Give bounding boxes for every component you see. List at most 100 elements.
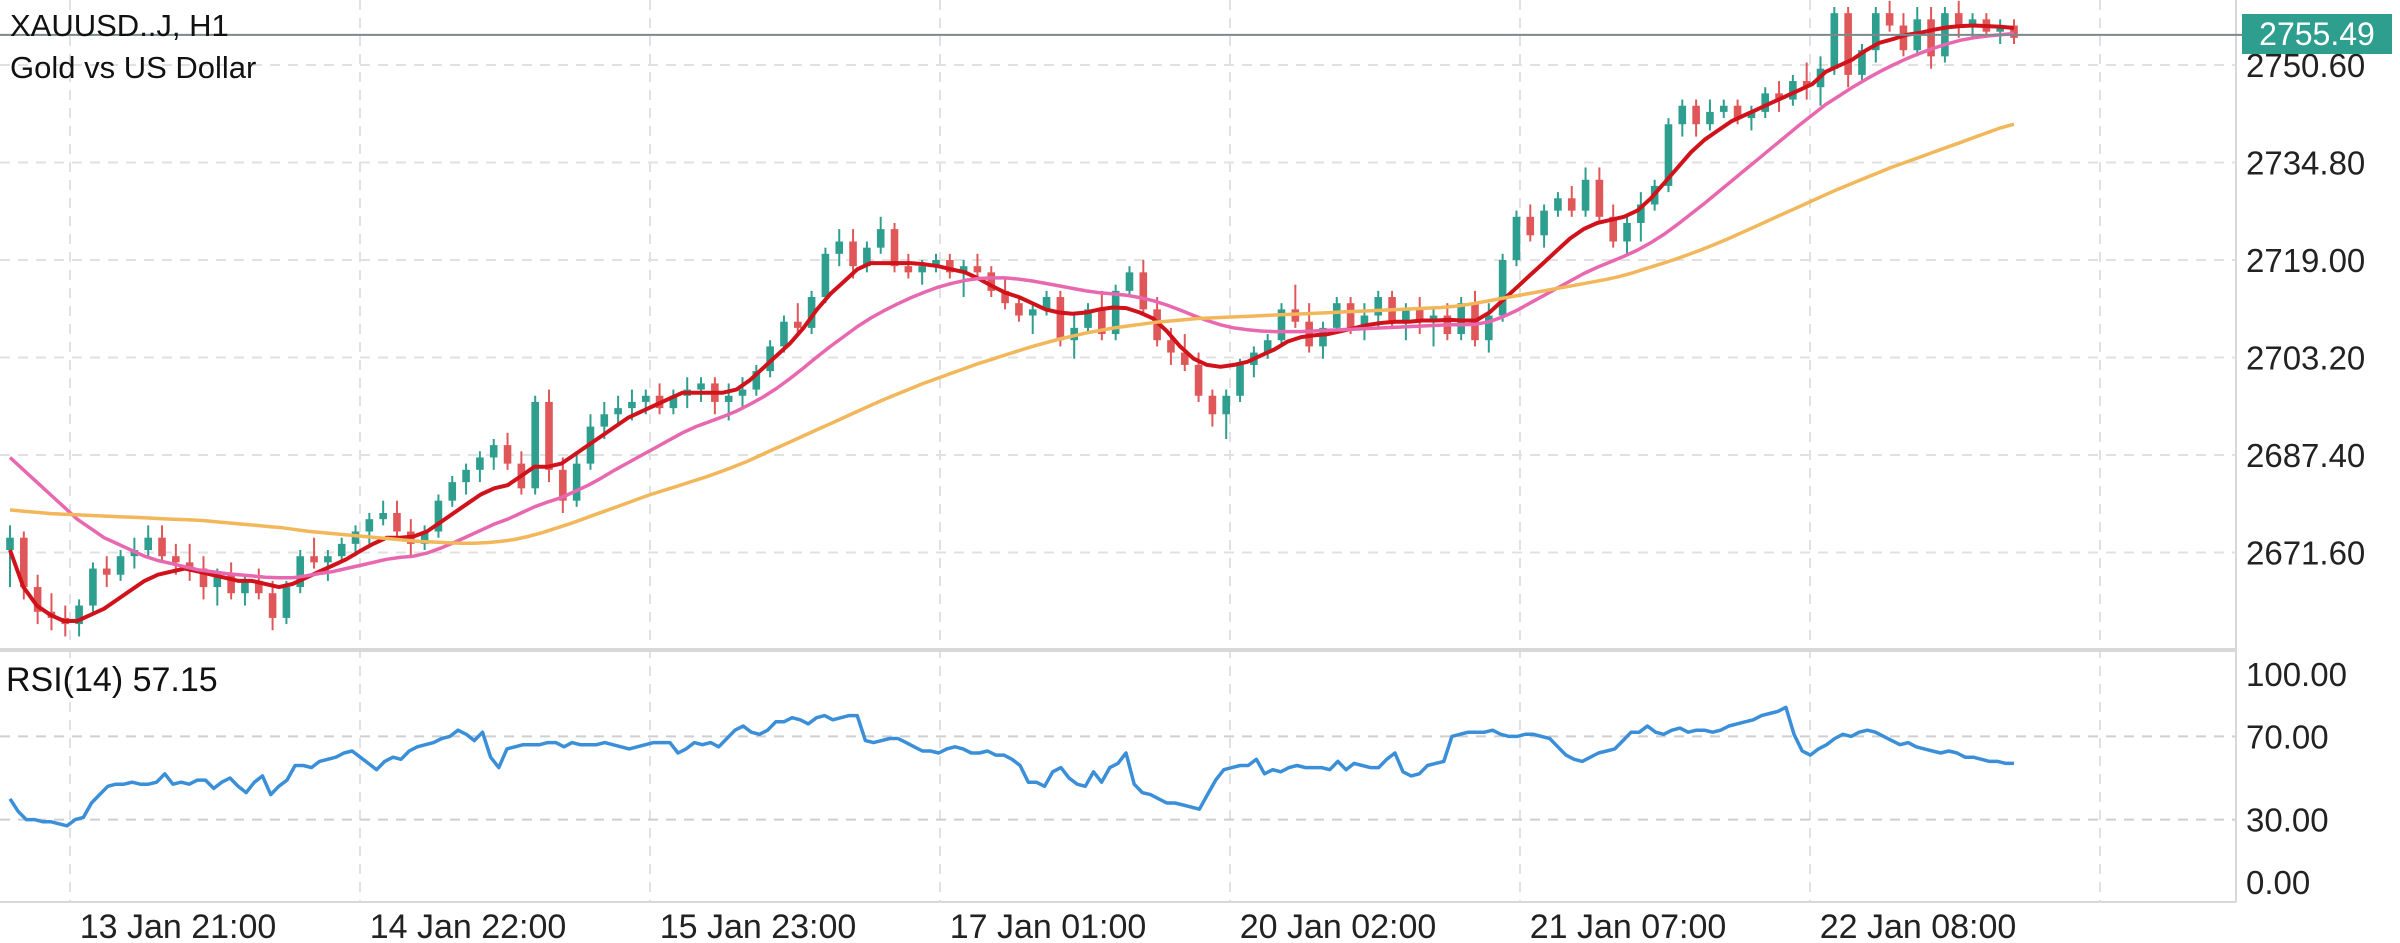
candle-bull bbox=[1263, 340, 1272, 353]
candle-bull bbox=[821, 253, 830, 298]
time-tick-label: 20 Jan 02:00 bbox=[1240, 908, 1437, 943]
candle-bull bbox=[1858, 50, 1866, 75]
candle-bull bbox=[1719, 105, 1728, 112]
candle-bear bbox=[890, 229, 899, 267]
rsi-tick-label: 100.00 bbox=[2246, 656, 2347, 693]
candle-bull bbox=[144, 537, 153, 551]
candle-bull bbox=[324, 556, 332, 563]
symbol-description: Gold vs US Dollar bbox=[10, 50, 257, 85]
candle-bull bbox=[807, 297, 816, 328]
candle-bull bbox=[1277, 309, 1286, 341]
candle-bear bbox=[268, 593, 277, 618]
candle-bear bbox=[20, 537, 28, 588]
rsi-label: RSI(14) 57.15 bbox=[6, 661, 218, 699]
main-plot-area[interactable] bbox=[0, 0, 2244, 637]
candle-bear bbox=[158, 537, 166, 557]
candle-bull bbox=[1084, 309, 1092, 328]
time-tick-label: 17 Jan 01:00 bbox=[950, 908, 1147, 943]
symbol-title: XAUUSD..J, H1 bbox=[10, 8, 229, 43]
candle-bull bbox=[1540, 210, 1548, 236]
candle-bear bbox=[1098, 309, 1106, 335]
candle-bull bbox=[1871, 13, 1880, 51]
candle-bull bbox=[1512, 216, 1521, 260]
candle-bull bbox=[6, 537, 14, 551]
candle-bear bbox=[973, 266, 982, 273]
candle-bear bbox=[1208, 395, 1217, 415]
candle-bear bbox=[559, 469, 567, 501]
time-tick-label: 14 Jan 22:00 bbox=[370, 908, 567, 943]
grid-layer bbox=[0, 0, 2237, 903]
candle-bear bbox=[1015, 303, 1023, 316]
price-tick-label: 2734.80 bbox=[2246, 145, 2365, 182]
time-tick-label: 13 Jan 21:00 bbox=[80, 908, 277, 943]
candle-bull bbox=[1554, 198, 1562, 211]
price-axis: 2750.602734.802719.002703.202687.402671.… bbox=[2246, 47, 2365, 901]
candle-bull bbox=[351, 531, 360, 544]
price-tick-label: 2687.40 bbox=[2246, 437, 2365, 474]
candle-bear bbox=[1802, 81, 1811, 88]
candle-bull bbox=[116, 556, 125, 575]
candle-bear bbox=[1692, 105, 1700, 125]
candle-bear bbox=[1927, 19, 1935, 57]
candle-bull bbox=[365, 519, 374, 532]
rsi-tick-label: 0.00 bbox=[2246, 864, 2310, 901]
moving-average-line-ma-fast bbox=[8, 23, 2015, 623]
candle-bear bbox=[1733, 105, 1742, 119]
candle-bull bbox=[1319, 327, 1327, 347]
candle-bull bbox=[1706, 111, 1714, 125]
price-tick-label: 2703.20 bbox=[2246, 340, 2365, 377]
candle-bull bbox=[932, 260, 940, 267]
rsi-line bbox=[8, 705, 2014, 828]
candle-bull bbox=[1332, 303, 1341, 328]
candle-bull bbox=[476, 457, 484, 470]
candle-bull bbox=[434, 500, 443, 532]
candle-bear bbox=[393, 513, 401, 532]
candle-bull bbox=[489, 445, 498, 458]
candle-bear bbox=[1526, 216, 1535, 236]
candle-bull bbox=[724, 395, 733, 402]
candle-bull bbox=[1111, 290, 1120, 335]
rsi-tick-label: 30.00 bbox=[2246, 802, 2329, 839]
candle-bull bbox=[697, 383, 705, 390]
candle-bull bbox=[337, 543, 346, 557]
candle-bear bbox=[503, 445, 512, 464]
rsi-tick-label: 70.00 bbox=[2246, 718, 2329, 755]
candle-bull bbox=[1374, 297, 1383, 316]
candle-bull bbox=[1664, 124, 1673, 186]
candle-bear bbox=[185, 562, 194, 569]
candle-bull bbox=[876, 229, 885, 248]
candle-bull bbox=[780, 321, 788, 347]
candle-bull bbox=[75, 605, 83, 625]
candle-bull bbox=[1761, 93, 1770, 112]
last-price-badge: 2755.49 bbox=[2242, 14, 2392, 54]
candle-bull bbox=[1125, 272, 1134, 291]
candle-bull bbox=[213, 574, 222, 588]
candle-bear bbox=[1844, 13, 1852, 75]
candle-bull bbox=[1678, 105, 1687, 125]
moving-average-line-ma-slow bbox=[9, 122, 2015, 545]
rsi-plot-area[interactable] bbox=[8, 705, 2014, 828]
candle-bull bbox=[1637, 204, 1645, 223]
candle-bull bbox=[614, 408, 622, 415]
candle-bull bbox=[420, 531, 429, 544]
candle-bear bbox=[1775, 93, 1783, 100]
time-tick-label: 22 Jan 08:00 bbox=[1820, 908, 2017, 943]
candle-bull bbox=[918, 266, 926, 273]
candle-bull bbox=[738, 389, 747, 396]
candle-bear bbox=[1194, 364, 1203, 396]
candle-bear bbox=[946, 260, 954, 273]
candle-bull bbox=[1028, 309, 1037, 316]
candle-bull bbox=[89, 568, 97, 606]
candle-bull bbox=[448, 482, 457, 501]
candle-bear bbox=[33, 587, 42, 612]
candle-bull bbox=[1360, 315, 1369, 328]
candle-bull bbox=[1623, 222, 1631, 242]
candle-bull bbox=[1042, 297, 1051, 310]
candle-bull bbox=[1402, 309, 1410, 322]
candle-bear bbox=[1180, 352, 1189, 365]
candle-bear bbox=[310, 556, 318, 563]
candle-bull bbox=[1498, 260, 1507, 316]
candle-bull bbox=[628, 401, 636, 409]
candle-bear bbox=[2010, 25, 2018, 38]
